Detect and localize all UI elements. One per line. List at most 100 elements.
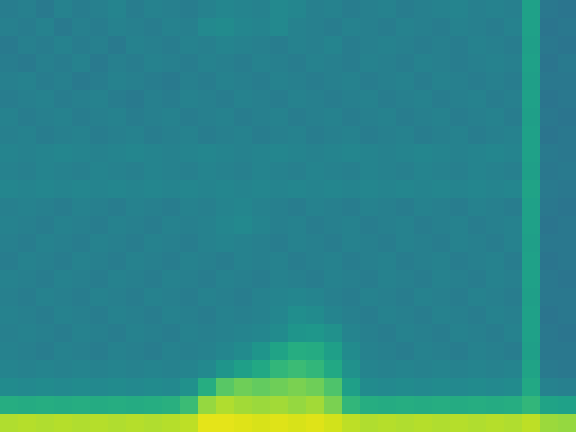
heatmap-cell bbox=[144, 378, 163, 397]
heatmap-cell bbox=[0, 288, 19, 307]
heatmap-cell bbox=[108, 54, 127, 73]
heatmap-cell bbox=[270, 288, 289, 307]
heatmap-cell bbox=[342, 288, 361, 307]
heatmap-cell bbox=[144, 306, 163, 325]
heatmap-cell bbox=[144, 36, 163, 55]
heatmap-cell bbox=[36, 108, 55, 127]
heatmap-cell bbox=[558, 360, 576, 379]
heatmap-cell bbox=[108, 288, 127, 307]
heatmap-cell bbox=[540, 234, 559, 253]
heatmap-cell bbox=[342, 198, 361, 217]
heatmap-cell bbox=[486, 216, 505, 235]
heatmap-cell bbox=[306, 162, 325, 181]
heatmap-cell bbox=[468, 234, 487, 253]
heatmap-cell bbox=[288, 234, 307, 253]
heatmap-cell bbox=[252, 72, 271, 91]
heatmap-cell bbox=[504, 108, 523, 127]
heatmap-cell bbox=[324, 252, 343, 271]
heatmap-cell bbox=[234, 234, 253, 253]
heatmap-cell bbox=[54, 180, 73, 199]
heatmap-cell bbox=[144, 72, 163, 91]
heatmap-cell bbox=[270, 378, 289, 397]
heatmap-cell bbox=[90, 288, 109, 307]
heatmap-cell bbox=[144, 252, 163, 271]
heatmap-cell bbox=[324, 72, 343, 91]
heatmap-cell bbox=[0, 126, 19, 145]
heatmap-cell bbox=[126, 144, 145, 163]
heatmap-cell bbox=[558, 288, 576, 307]
heatmap-cell bbox=[198, 198, 217, 217]
heatmap-cell bbox=[108, 198, 127, 217]
heatmap-cell bbox=[72, 108, 91, 127]
heatmap-cell bbox=[558, 378, 576, 397]
heatmap-cell bbox=[18, 36, 37, 55]
heatmap-cell bbox=[90, 324, 109, 343]
heatmap-cell bbox=[54, 126, 73, 145]
heatmap-cell bbox=[180, 396, 199, 415]
heatmap-cell bbox=[504, 396, 523, 415]
heatmap-cell bbox=[180, 72, 199, 91]
heatmap-cell bbox=[450, 234, 469, 253]
heatmap-cell bbox=[450, 216, 469, 235]
heatmap-cell bbox=[324, 90, 343, 109]
heatmap-cell bbox=[468, 270, 487, 289]
heatmap-cell bbox=[486, 270, 505, 289]
heatmap-cell bbox=[108, 360, 127, 379]
heatmap-cell bbox=[486, 162, 505, 181]
heatmap-cell bbox=[90, 378, 109, 397]
heatmap-cell bbox=[72, 270, 91, 289]
heatmap-cell bbox=[216, 72, 235, 91]
heatmap-cell bbox=[288, 378, 307, 397]
heatmap-cell bbox=[522, 306, 541, 325]
heatmap-cell bbox=[342, 324, 361, 343]
heatmap-cell bbox=[396, 180, 415, 199]
heatmap-cell bbox=[432, 144, 451, 163]
heatmap-cell bbox=[90, 144, 109, 163]
heatmap-cell bbox=[288, 72, 307, 91]
heatmap-cell bbox=[468, 198, 487, 217]
heatmap-cell bbox=[36, 72, 55, 91]
heatmap-cell bbox=[324, 108, 343, 127]
heatmap-cell bbox=[216, 108, 235, 127]
heatmap-cell bbox=[396, 72, 415, 91]
heatmap-cell bbox=[504, 342, 523, 361]
heatmap-cell bbox=[558, 36, 576, 55]
heatmap-cell bbox=[162, 216, 181, 235]
heatmap-cell bbox=[306, 414, 325, 432]
heatmap-cell bbox=[0, 342, 19, 361]
heatmap-cell bbox=[270, 216, 289, 235]
heatmap-cell bbox=[162, 324, 181, 343]
heatmap-cell bbox=[0, 360, 19, 379]
heatmap-cell bbox=[180, 234, 199, 253]
heatmap-cell bbox=[36, 90, 55, 109]
heatmap-cell bbox=[90, 36, 109, 55]
heatmap-cell bbox=[432, 360, 451, 379]
heatmap-cell bbox=[540, 198, 559, 217]
heatmap-cell bbox=[306, 180, 325, 199]
heatmap-cell bbox=[450, 0, 469, 19]
heatmap-cell bbox=[342, 252, 361, 271]
heatmap-cell bbox=[360, 90, 379, 109]
heatmap-cell bbox=[234, 108, 253, 127]
heatmap-cell bbox=[378, 18, 397, 37]
heatmap-cell bbox=[522, 270, 541, 289]
heatmap-cell bbox=[306, 252, 325, 271]
heatmap-cell bbox=[288, 90, 307, 109]
heatmap-cell bbox=[306, 216, 325, 235]
heatmap-cell bbox=[0, 180, 19, 199]
heatmap-cell bbox=[432, 216, 451, 235]
heatmap-cell bbox=[360, 54, 379, 73]
heatmap-cell bbox=[414, 360, 433, 379]
heatmap-cell bbox=[486, 54, 505, 73]
heatmap-cell bbox=[342, 180, 361, 199]
heatmap-cell bbox=[180, 306, 199, 325]
heatmap-cell bbox=[486, 396, 505, 415]
heatmap-cell bbox=[126, 324, 145, 343]
heatmap-cell bbox=[252, 306, 271, 325]
heatmap-cell bbox=[540, 324, 559, 343]
heatmap-cell bbox=[360, 288, 379, 307]
heatmap-cell bbox=[342, 342, 361, 361]
heatmap-cell bbox=[468, 162, 487, 181]
heatmap-cell bbox=[288, 144, 307, 163]
heatmap-cell bbox=[306, 90, 325, 109]
